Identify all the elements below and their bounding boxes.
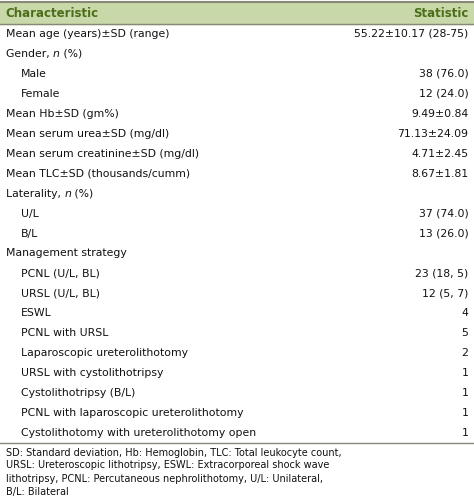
Text: (%): (%) [71, 188, 93, 198]
Text: Mean serum urea±SD (mg/dl): Mean serum urea±SD (mg/dl) [6, 129, 169, 139]
Text: 1: 1 [461, 428, 468, 438]
Text: Laterality,: Laterality, [6, 188, 64, 198]
Text: 12 (24.0): 12 (24.0) [419, 89, 468, 99]
Text: Management strategy: Management strategy [6, 248, 127, 259]
Text: 38 (76.0): 38 (76.0) [419, 69, 468, 79]
Text: PCNL with laparoscopic ureterolithotomy: PCNL with laparoscopic ureterolithotomy [21, 408, 244, 418]
Text: SD: Standard deviation, Hb: Hemoglobin, TLC: Total leukocyte count,: SD: Standard deviation, Hb: Hemoglobin, … [6, 447, 341, 457]
Text: 9.49±0.84: 9.49±0.84 [411, 109, 468, 119]
Text: Cystolithotomy with ureterolithotomy open: Cystolithotomy with ureterolithotomy ope… [21, 428, 256, 438]
Text: Mean age (years)±SD (range): Mean age (years)±SD (range) [6, 29, 169, 39]
Text: ESWL: ESWL [21, 308, 52, 318]
Text: 1: 1 [461, 388, 468, 398]
Text: URSL: Ureteroscopic lithotripsy, ESWL: Extracorporeal shock wave: URSL: Ureteroscopic lithotripsy, ESWL: E… [6, 460, 329, 470]
Text: lithotripsy, PCNL: Percutaneous nephrolithotomy, U/L: Unilateral,: lithotripsy, PCNL: Percutaneous nephroli… [6, 473, 323, 483]
Text: Mean TLC±SD (thousands/cumm): Mean TLC±SD (thousands/cumm) [6, 169, 190, 179]
Text: 5: 5 [461, 328, 468, 338]
Text: Female: Female [21, 89, 61, 99]
Text: (%): (%) [60, 49, 82, 59]
Text: Gender,: Gender, [6, 49, 53, 59]
Text: 1: 1 [461, 368, 468, 378]
Text: Laparoscopic ureterolithotomy: Laparoscopic ureterolithotomy [21, 348, 188, 358]
Bar [0, 2, 474, 24]
Text: Mean Hb±SD (gm%): Mean Hb±SD (gm%) [6, 109, 118, 119]
Text: U/L: U/L [21, 208, 39, 218]
Text: Statistic: Statistic [413, 7, 468, 20]
Text: Cystolithotripsy (B/L): Cystolithotripsy (B/L) [21, 388, 136, 398]
Text: PCNL (U/L, BL): PCNL (U/L, BL) [21, 269, 100, 279]
Text: 4.71±2.45: 4.71±2.45 [411, 149, 468, 159]
Text: PCNL with URSL: PCNL with URSL [21, 328, 109, 338]
Text: B/L: Bilateral: B/L: Bilateral [6, 486, 68, 496]
Text: 55.22±10.17 (28-75): 55.22±10.17 (28-75) [354, 29, 468, 39]
Text: B/L: B/L [21, 228, 38, 238]
Text: 12 (5, 7): 12 (5, 7) [422, 289, 468, 299]
Text: n: n [64, 188, 71, 198]
Text: 71.13±24.09: 71.13±24.09 [397, 129, 468, 139]
Text: 8.67±1.81: 8.67±1.81 [411, 169, 468, 179]
Text: n: n [53, 49, 60, 59]
Text: URSL with cystolithotripsy: URSL with cystolithotripsy [21, 368, 164, 378]
Text: Male: Male [21, 69, 47, 79]
Text: 4: 4 [461, 308, 468, 318]
Text: 1: 1 [461, 408, 468, 418]
Text: URSL (U/L, BL): URSL (U/L, BL) [21, 289, 100, 299]
Text: Characteristic: Characteristic [6, 7, 99, 20]
Text: 13 (26.0): 13 (26.0) [419, 228, 468, 238]
Text: 2: 2 [461, 348, 468, 358]
Text: Mean serum creatinine±SD (mg/dl): Mean serum creatinine±SD (mg/dl) [6, 149, 199, 159]
Text: 23 (18, 5): 23 (18, 5) [415, 269, 468, 279]
Text: 37 (74.0): 37 (74.0) [419, 208, 468, 218]
